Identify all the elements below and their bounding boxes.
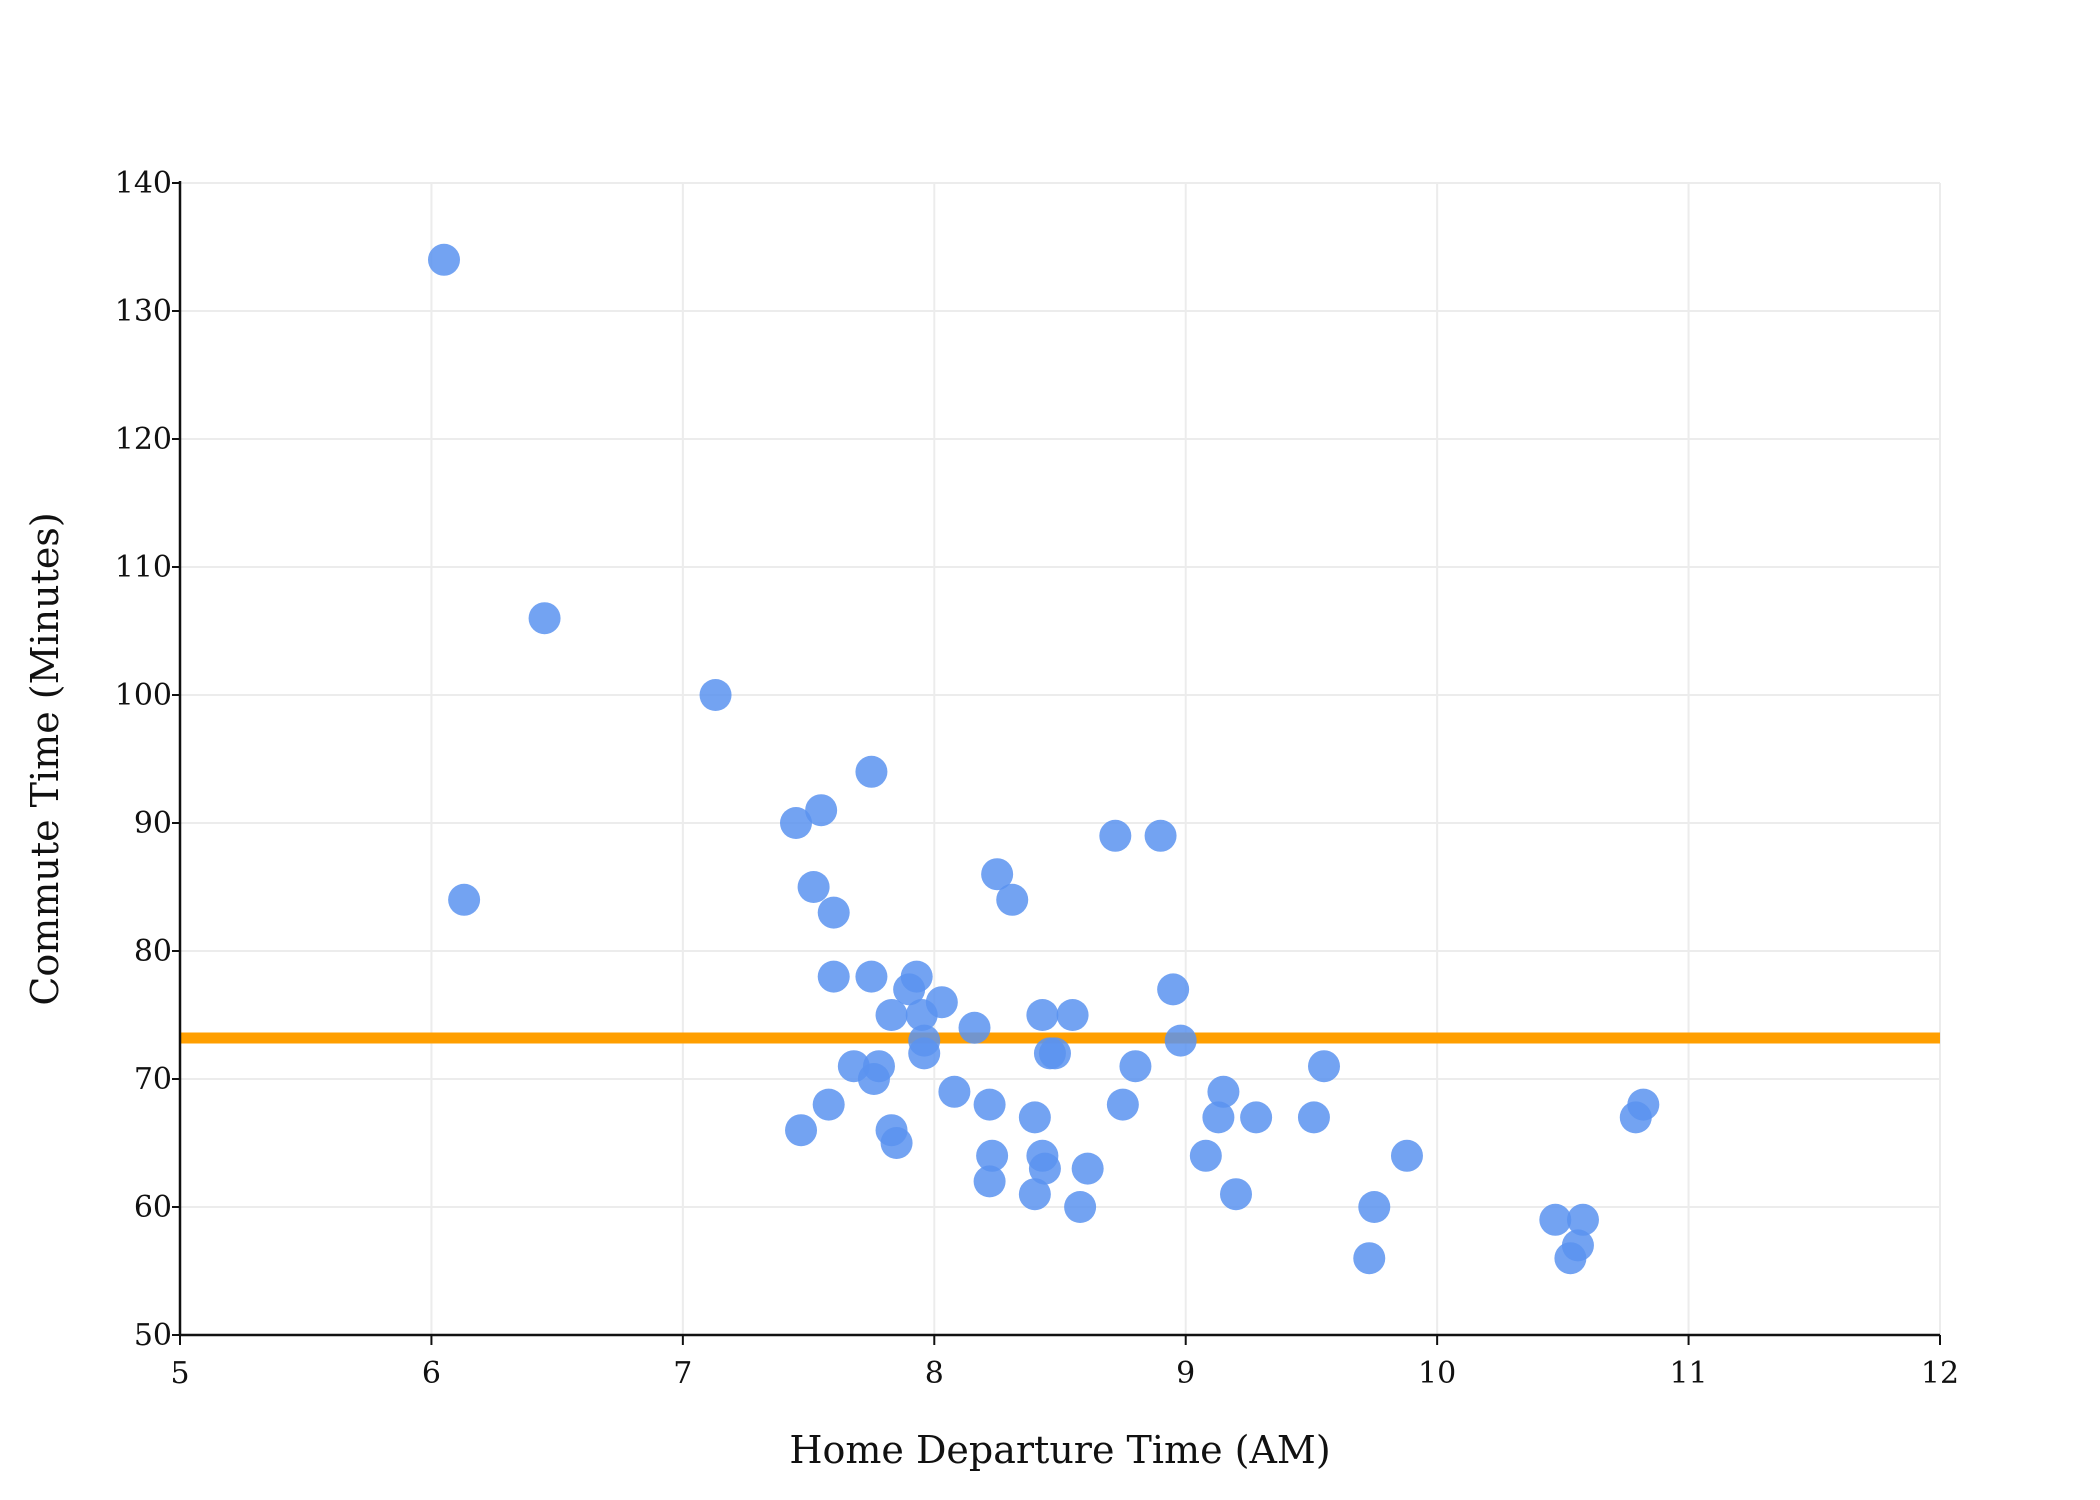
- y-tick-label: 140: [115, 166, 172, 201]
- scatter-point: [805, 794, 838, 827]
- scatter-point: [1018, 1101, 1051, 1134]
- y-tick-label: 60: [134, 1190, 172, 1225]
- scatter-point: [1064, 1191, 1097, 1223]
- scatter-point: [976, 1139, 1009, 1172]
- scatter-point: [973, 1165, 1006, 1198]
- scatter-point: [925, 986, 958, 1019]
- scatter-point: [812, 1088, 845, 1121]
- scatter-point: [1157, 973, 1190, 1006]
- scatter-point: [1164, 1024, 1197, 1057]
- scatter-point: [1561, 1229, 1594, 1262]
- scatter-point: [938, 1075, 971, 1108]
- x-axis-title: Home Departure Time (AM): [789, 1428, 1330, 1472]
- data-points: [428, 243, 1660, 1275]
- x-tick-label: 6: [422, 1356, 441, 1391]
- scatter-point: [1038, 1037, 1071, 1070]
- y-tick-label: 90: [134, 806, 172, 841]
- y-tick-label: 50: [134, 1318, 172, 1353]
- scatter-point: [1028, 1152, 1061, 1185]
- scatter-point: [1390, 1139, 1423, 1172]
- x-tick-label: 8: [925, 1356, 944, 1391]
- scatter-point: [1071, 1152, 1104, 1185]
- scatter-point: [1202, 1101, 1235, 1134]
- scatter-point: [817, 896, 850, 929]
- x-tick-label: 10: [1418, 1356, 1456, 1391]
- scatter-point: [528, 602, 561, 635]
- scatter-point: [797, 871, 830, 903]
- x-tick-label: 9: [1176, 1356, 1195, 1391]
- scatter-point: [1106, 1088, 1139, 1121]
- axes: [172, 181, 1941, 1345]
- scatter-point: [880, 1127, 913, 1159]
- scatter-point: [1207, 1075, 1240, 1108]
- scatter-point: [855, 755, 888, 788]
- x-tick-label: 5: [170, 1356, 189, 1391]
- y-axis-title: Commute Time (Minutes): [23, 512, 67, 1005]
- scatter-point: [973, 1088, 1006, 1121]
- scatter-point: [1358, 1191, 1391, 1223]
- y-tick-label: 110: [115, 550, 172, 585]
- scatter-point: [1566, 1203, 1599, 1236]
- y-tick-label: 80: [134, 934, 172, 969]
- scatter-point: [1099, 819, 1132, 852]
- scatter-point: [981, 858, 1014, 891]
- x-tick-label: 7: [673, 1356, 692, 1391]
- scatter-point: [1627, 1088, 1660, 1121]
- scatter-point: [875, 999, 908, 1031]
- scatter-point: [785, 1114, 818, 1147]
- scatter-point: [1539, 1203, 1572, 1236]
- scatter-point: [699, 679, 732, 711]
- scatter-point: [1144, 819, 1177, 852]
- scatter-point: [1056, 999, 1089, 1031]
- scatter-point: [1189, 1139, 1222, 1172]
- y-tick-label: 120: [115, 422, 172, 457]
- scatter-point: [900, 960, 933, 993]
- y-tick-label: 70: [134, 1062, 172, 1097]
- x-tick-label: 12: [1921, 1356, 1959, 1391]
- y-tick-label: 130: [115, 294, 172, 329]
- scatter-point: [448, 883, 481, 916]
- scatter-point: [1026, 999, 1059, 1031]
- tick-labels: 5 6 7 8 9 10 11 12 50 60 70 80 90 100 110 120 130 140: [115, 166, 1959, 1391]
- y-tick-label: 100: [115, 678, 172, 713]
- scatter-point: [1240, 1101, 1273, 1134]
- scatter-point: [862, 1050, 895, 1083]
- scatter-point: [908, 1037, 941, 1070]
- scatter-point: [1119, 1050, 1152, 1083]
- x-tick-label: 11: [1669, 1356, 1707, 1391]
- scatter-point: [1220, 1178, 1252, 1211]
- grid-lines: [180, 182, 1941, 1335]
- scatter-point: [780, 807, 812, 839]
- scatter-point: [1297, 1101, 1330, 1134]
- scatter-point: [1018, 1178, 1051, 1211]
- scatter-point: [855, 960, 888, 993]
- scatter-point: [996, 883, 1029, 916]
- scatter-point: [428, 243, 460, 276]
- scatter-point: [817, 960, 850, 993]
- scatter-point: [1353, 1242, 1386, 1275]
- scatter-point: [958, 1011, 991, 1044]
- scatter-point: [1308, 1050, 1340, 1083]
